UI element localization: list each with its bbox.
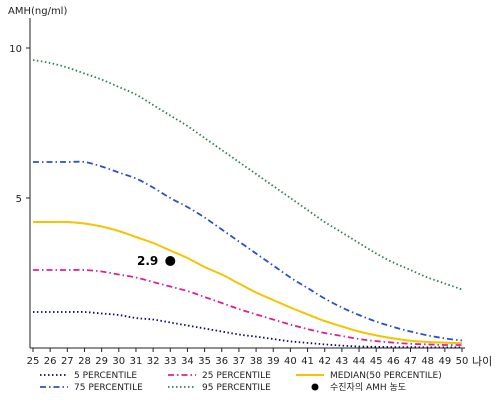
series-layer — [32, 59, 463, 349]
x-tick-label: 37 — [233, 356, 246, 367]
series-line-2 — [33, 220, 463, 345]
x-ticks: 25 26 27 28 29 30 31 32 33 34 35 36 37 38 39 40 41 42 43 44… — [27, 348, 469, 367]
legend-label-0: 5 PERCENTILE — [74, 371, 137, 381]
x-tick-label: 26 — [44, 356, 57, 367]
x-tick-label: 38 — [250, 356, 263, 367]
point-layer: 2.9 — [137, 254, 176, 268]
series-line-4 — [32, 59, 463, 291]
x-tick-label: 39 — [267, 356, 280, 367]
x-tick-label: 50 — [456, 356, 469, 367]
x-tick-label: 40 — [284, 356, 297, 367]
legend-label-1: 25 PERCENTILE — [202, 371, 271, 381]
y-ticks: 5 10 — [9, 44, 30, 205]
x-tick-label: 35 — [198, 356, 211, 367]
y-axis: AMH(ng/ml) — [8, 6, 67, 348]
x-tick-label: 34 — [181, 356, 194, 367]
x-tick-label: 29 — [95, 356, 108, 367]
y-axis-title: AMH(ng/ml) — [8, 6, 67, 17]
x-tick-label: 33 — [164, 356, 177, 367]
legend-label-3: 75 PERCENTILE — [74, 383, 143, 393]
x-tick-label: 28 — [78, 356, 91, 367]
x-tick-label: 49 — [438, 356, 451, 367]
series-line-1 — [33, 269, 463, 346]
x-tick-label: 41 — [301, 356, 314, 367]
x-tick-label: 31 — [130, 356, 143, 367]
x-tick-label: 27 — [61, 356, 74, 367]
series-line-3 — [33, 160, 463, 342]
x-tick-label: 43 — [336, 356, 349, 367]
y-tick-label: 10 — [9, 44, 22, 55]
x-tick-label: 36 — [215, 356, 228, 367]
series-line-0 — [32, 311, 462, 349]
x-axis-title: 나이 — [472, 355, 492, 368]
x-tick-label: 44 — [353, 356, 366, 367]
x-tick-label: 42 — [318, 356, 331, 367]
x-tick-label: 32 — [147, 356, 160, 367]
patient-point-label: 2.9 — [137, 254, 158, 268]
legend-label-2: MEDIAN(50 PERCENTILE) — [330, 371, 442, 381]
x-tick-label: 45 — [370, 356, 383, 367]
legend-label-4: 95 PERCENTILE — [202, 383, 271, 393]
legend: 5 PERCENTILE 25 PERCENTILE MEDIAN(50 PERCE… — [40, 371, 442, 393]
x-tick-label: 48 — [421, 356, 434, 367]
patient-point — [165, 256, 176, 266]
x-tick-label: 46 — [387, 356, 400, 367]
legend-label-point: 수진자의 AMH 농도 — [330, 382, 406, 393]
x-tick-label: 25 — [27, 356, 40, 367]
y-tick-label: 5 — [16, 194, 22, 205]
x-axis: 나이 — [30, 347, 492, 368]
legend-swatch-point — [311, 383, 319, 391]
x-tick-label: 30 — [112, 356, 125, 367]
x-tick-label: 47 — [404, 356, 417, 367]
